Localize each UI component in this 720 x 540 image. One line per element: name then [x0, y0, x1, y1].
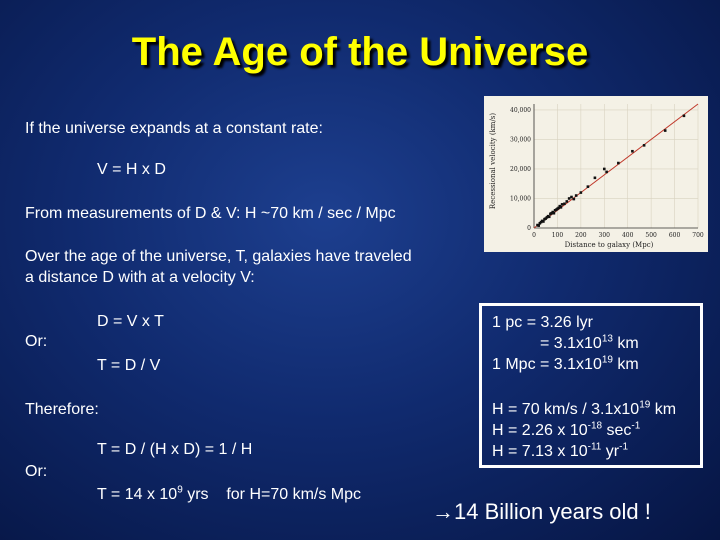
final-result-text: 14 Billion years old ! — [454, 499, 651, 524]
chart-points — [536, 114, 686, 227]
chart-data-point — [642, 144, 646, 147]
chart-data-point — [593, 176, 597, 180]
box-line-1: 1 pc = 3.26 lyr — [492, 314, 593, 331]
box-line-2: = 3.1x1013 km — [540, 334, 639, 353]
chart-y-tick-label: 40,000 — [510, 107, 531, 114]
chart-y-tick-label: 0 — [527, 225, 531, 232]
chart-y-tick-label: 30,000 — [510, 136, 531, 143]
chart-data-point — [579, 191, 583, 194]
chart-y-axis-label: Recessional velocity (km/s) — [489, 113, 497, 210]
chart-tick-labels: 0 100 200 300 400 500 600 700 40,000 30,000 20,000… — [510, 107, 704, 239]
box-line-6-unit: yr — [601, 443, 620, 460]
chart-data-point — [559, 206, 563, 209]
chart-data-point — [602, 167, 606, 171]
or-label-1: Or: — [25, 333, 48, 350]
chart-data-point — [631, 149, 634, 153]
box-line-2-text: = 3.1x10 — [540, 335, 602, 352]
chart-data-point — [663, 129, 667, 132]
therefore-label: Therefore: — [25, 401, 99, 418]
final-result: →14 Billion years old ! — [432, 499, 651, 525]
chart-data-point — [567, 197, 571, 200]
slide-title: The Age of the Universe — [131, 30, 589, 74]
box-line-4: H = 70 km/s / 3.1x1019 km — [492, 400, 676, 419]
chart-x-tick-label: 300 — [599, 232, 611, 239]
chart-data-point — [572, 197, 576, 201]
chart-data-point — [586, 185, 590, 188]
chart-x-tick-label: 600 — [669, 232, 681, 239]
distance-equation: D = V x T — [97, 313, 164, 330]
box-line-5-text: H = 2.26 x 10 — [492, 422, 588, 439]
chart-data-point — [617, 161, 620, 165]
chart-data-point — [552, 211, 556, 215]
box-line-6: H = 7.13 x 10-11 yr-1 — [492, 442, 628, 461]
chart-background — [484, 96, 708, 252]
constant-rate-line: If the universe expands at a constant ra… — [25, 120, 323, 137]
arrow-icon: → — [432, 499, 454, 524]
result-equation: T = 14 x 109 yrs for H=70 km/s Mpc — [97, 485, 361, 504]
box-line-2-exp: 13 — [601, 333, 613, 345]
box-line-2-unit: km — [612, 335, 639, 352]
chart-data-point — [542, 220, 545, 223]
chart-x-axis-label: Distance to galaxy (Mpc) — [565, 241, 654, 249]
box-line-6-exp2: -1 — [619, 441, 629, 453]
chart-data-point — [570, 195, 573, 199]
chart-data-point — [574, 194, 578, 197]
chart-data-point — [560, 203, 564, 206]
chart-x-tick-label: 400 — [622, 232, 634, 239]
box-line-3-unit: km — [612, 356, 639, 373]
chart-x-tick-label: 500 — [645, 232, 657, 239]
over-age-line-2: a distance D with at a velocity V: — [25, 269, 255, 286]
chart-data-point — [557, 206, 560, 210]
box-line-6-text: H = 7.13 x 10 — [492, 443, 588, 460]
chart-axes — [533, 104, 698, 229]
box-line-3-exp: 19 — [601, 354, 613, 366]
hubble-equation: V = H x D — [97, 161, 166, 178]
chart-data-point — [565, 200, 569, 203]
chart-y-tick-label: 10,000 — [510, 195, 531, 202]
result-prefix: T = 14 x 10 — [97, 486, 178, 503]
chart-x-tick-label: 0 — [532, 232, 536, 239]
conversion-box — [479, 303, 703, 468]
chart-data-point — [547, 215, 551, 219]
chart-data-point — [537, 224, 540, 227]
chart-y-tick-label: 20,000 — [510, 166, 531, 173]
result-exponent: 9 — [177, 484, 183, 496]
hubble-diagram-chart: 0 100 200 300 400 500 600 700 40,000 30,000 20,000… — [484, 96, 708, 252]
box-line-5-exp: -18 — [587, 420, 603, 432]
box-line-3: 1 Mpc = 3.1x1019 km — [492, 355, 639, 374]
chart-x-tick-label: 200 — [575, 232, 587, 239]
time-hubble-equation: T = D / (H x D) = 1 / H — [97, 441, 253, 458]
chart-data-point — [682, 114, 686, 118]
chart-x-tick-label: 700 — [692, 232, 704, 239]
box-line-4-text: H = 70 km/s / 3.1x10 — [492, 401, 640, 418]
chart-data-point — [563, 202, 566, 206]
box-line-5-unit: sec — [602, 422, 632, 439]
box-line-6-exp: -11 — [587, 441, 602, 453]
result-suffix: yrs for H=70 km/s Mpc — [182, 486, 362, 503]
box-line-4-unit: km — [650, 401, 677, 418]
over-age-line-1: Over the age of the universe, T, galaxie… — [25, 248, 412, 265]
or-label-2: Or: — [25, 463, 48, 480]
box-line-3-text: 1 Mpc = 3.1x10 — [492, 356, 602, 373]
box-line-5: H = 2.26 x 10-18 sec-1 — [492, 421, 640, 440]
chart-x-tick-label: 100 — [552, 232, 564, 239]
chart-data-point — [605, 170, 608, 174]
box-line-4-exp: 19 — [639, 399, 651, 411]
time-equation: T = D / V — [97, 357, 161, 374]
box-line-5-exp2: -1 — [631, 420, 641, 432]
measurements-line: From measurements of D & V: H ~70 km / s… — [25, 205, 396, 222]
